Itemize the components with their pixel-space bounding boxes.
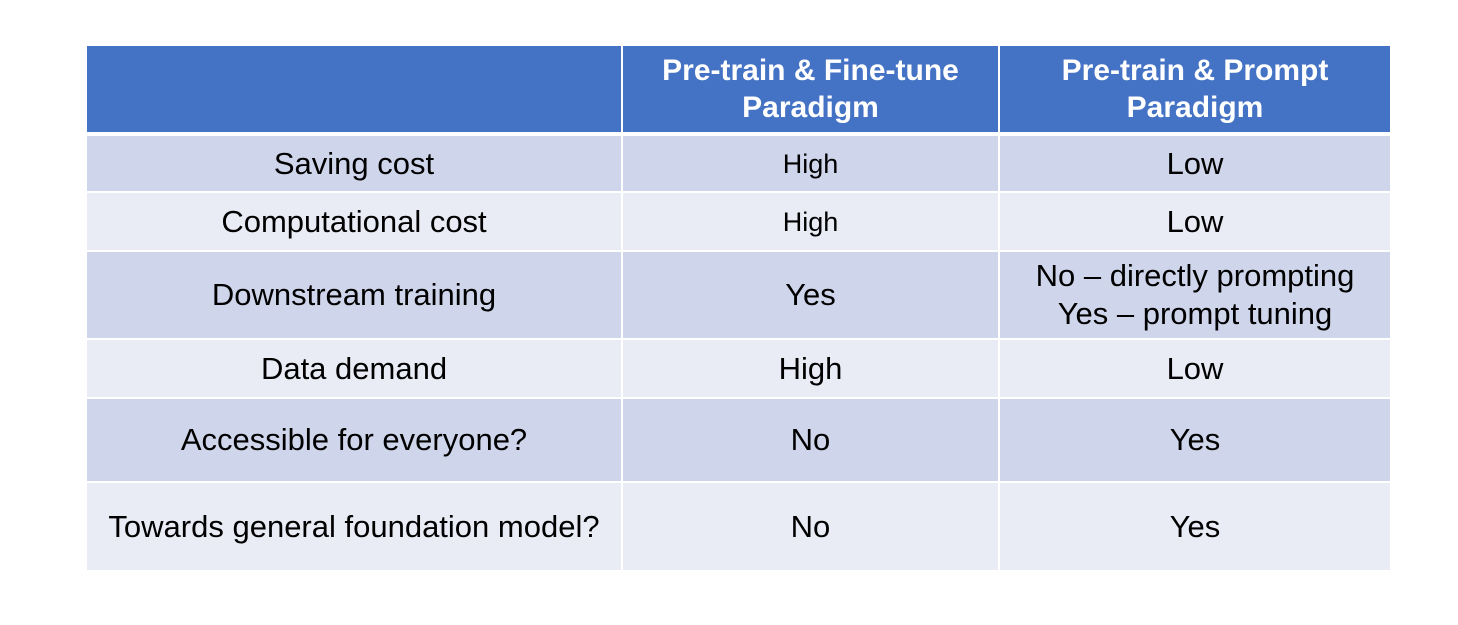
prompt-value: Low: [998, 133, 1390, 193]
finetune-value: High: [621, 133, 1000, 193]
finetune-value: No: [621, 481, 1000, 570]
comparison-table: Pre-train & Fine-tune Paradigm Pre-train…: [87, 46, 1390, 570]
table-body: Saving cost High Low Computational cost …: [87, 133, 1390, 570]
header-cell-finetune: Pre-train & Fine-tune Paradigm: [621, 46, 1000, 135]
row-label: Computational cost: [87, 191, 623, 252]
prompt-value: Low: [998, 191, 1390, 252]
table-row: Towards general foundation model? No Yes: [87, 481, 1390, 570]
table-row: Downstream training Yes No – directly pr…: [87, 250, 1390, 340]
row-label: Saving cost: [87, 133, 623, 193]
row-label: Accessible for everyone?: [87, 397, 623, 483]
prompt-value-line2: Yes – prompt tuning: [1057, 296, 1333, 331]
prompt-value-line1: No – directly prompting: [1035, 258, 1355, 293]
header-prompt-line2: Paradigm: [1126, 91, 1264, 124]
prompt-value: Low: [998, 338, 1390, 399]
row-label: Towards general foundation model?: [87, 481, 623, 570]
header-prompt-line1: Pre-train & Prompt: [1061, 54, 1329, 87]
finetune-value: High: [621, 338, 1000, 399]
finetune-value: Yes: [621, 250, 1000, 340]
header-finetune-line2: Paradigm: [742, 91, 879, 124]
header-row: Pre-train & Fine-tune Paradigm Pre-train…: [87, 46, 1390, 135]
row-label: Downstream training: [87, 250, 623, 340]
header-finetune-line1: Pre-train & Fine-tune: [662, 54, 959, 87]
table-row: Accessible for everyone? No Yes: [87, 397, 1390, 483]
finetune-value: No: [621, 397, 1000, 483]
header-cell-empty: [87, 46, 623, 135]
row-label: Data demand: [87, 338, 623, 399]
table-row: Saving cost High Low: [87, 133, 1390, 193]
finetune-value: High: [621, 191, 1000, 252]
prompt-value: Yes: [998, 481, 1390, 570]
prompt-value: No – directly prompting Yes – prompt tun…: [998, 250, 1390, 340]
header-cell-prompt: Pre-train & Prompt Paradigm: [998, 46, 1390, 135]
table-row: Computational cost High Low: [87, 191, 1390, 252]
table-row: Data demand High Low: [87, 338, 1390, 399]
table-header: Pre-train & Fine-tune Paradigm Pre-train…: [87, 46, 1390, 135]
prompt-value: Yes: [998, 397, 1390, 483]
